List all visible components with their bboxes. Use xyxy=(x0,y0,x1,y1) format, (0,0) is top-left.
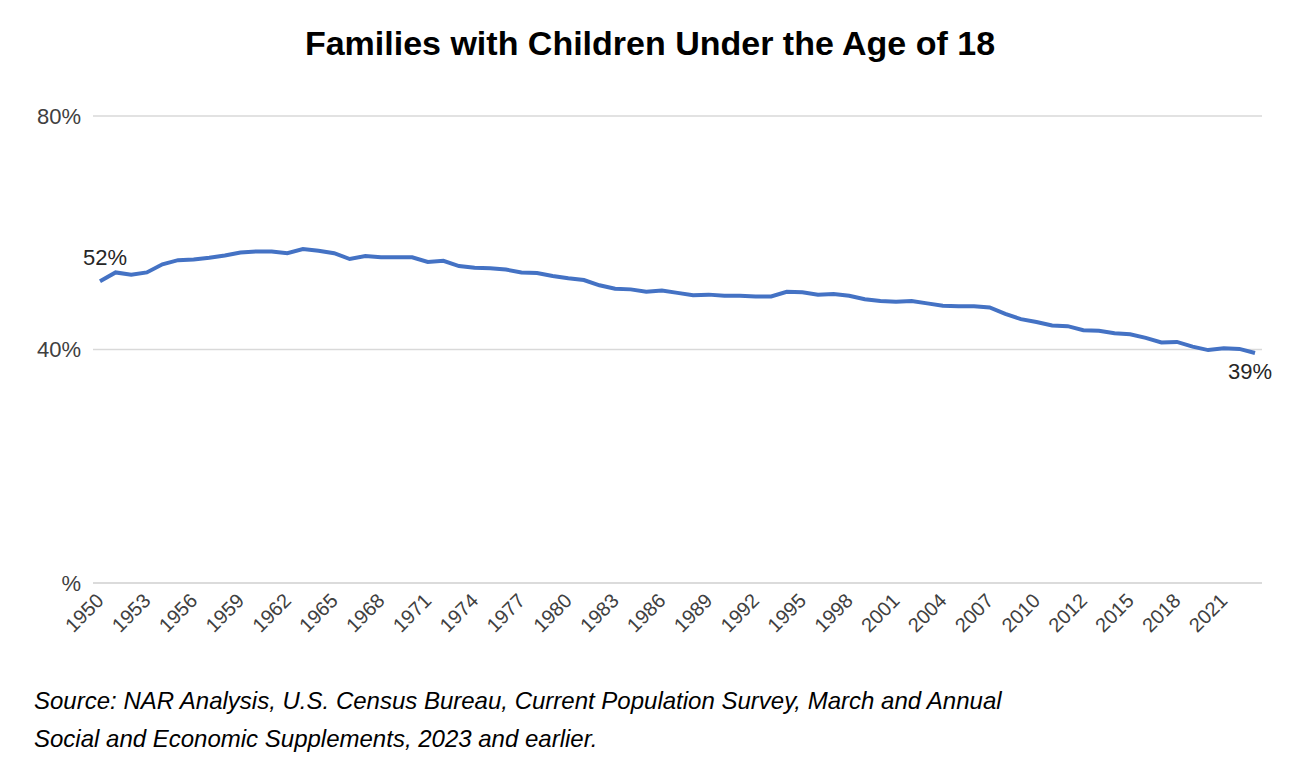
svg-text:1998: 1998 xyxy=(810,589,857,636)
svg-text:2010: 2010 xyxy=(997,589,1044,636)
svg-text:1983: 1983 xyxy=(576,589,623,636)
svg-text:1992: 1992 xyxy=(716,589,763,636)
svg-text:1980: 1980 xyxy=(529,589,576,636)
html-text:Social and Economic Supplement: Social and Economic Supplements, 2023 an… xyxy=(34,725,598,752)
svg-text:2015: 2015 xyxy=(1091,589,1138,636)
svg-text:1986: 1986 xyxy=(623,589,670,636)
svg-text:1968: 1968 xyxy=(342,589,389,636)
svg-text:2007: 2007 xyxy=(950,589,997,636)
svg-text:1959: 1959 xyxy=(201,589,248,636)
svg-text:1989: 1989 xyxy=(669,589,716,636)
svg-text:52%: 52% xyxy=(83,245,127,270)
svg-text:1977: 1977 xyxy=(482,589,529,636)
svg-text:2001: 2001 xyxy=(857,589,904,636)
svg-text:1971: 1971 xyxy=(389,589,436,636)
html-text:Source: NAR Analysis, U.S. Cen: Source: NAR Analysis, U.S. Census Bureau… xyxy=(34,687,1002,714)
svg-text:2012: 2012 xyxy=(1044,589,1091,636)
svg-text:2004: 2004 xyxy=(904,589,951,636)
svg-text:1950: 1950 xyxy=(61,589,108,636)
svg-text:80%: 80% xyxy=(37,104,81,129)
svg-text:2018: 2018 xyxy=(1138,589,1185,636)
svg-text:1965: 1965 xyxy=(295,589,342,636)
svg-text:1962: 1962 xyxy=(248,589,295,636)
svg-text:2021: 2021 xyxy=(1185,589,1232,636)
svg-text:1995: 1995 xyxy=(763,589,810,636)
svg-text:40%: 40% xyxy=(37,337,81,362)
svg-text:%: % xyxy=(61,571,81,596)
svg-text:1956: 1956 xyxy=(154,589,201,636)
html-text:Families with Children Under t: Families with Children Under the Age of … xyxy=(304,24,996,62)
svg-text:1953: 1953 xyxy=(108,589,155,636)
svg-text:39%: 39% xyxy=(1228,359,1272,384)
svg-text:1974: 1974 xyxy=(435,589,482,636)
